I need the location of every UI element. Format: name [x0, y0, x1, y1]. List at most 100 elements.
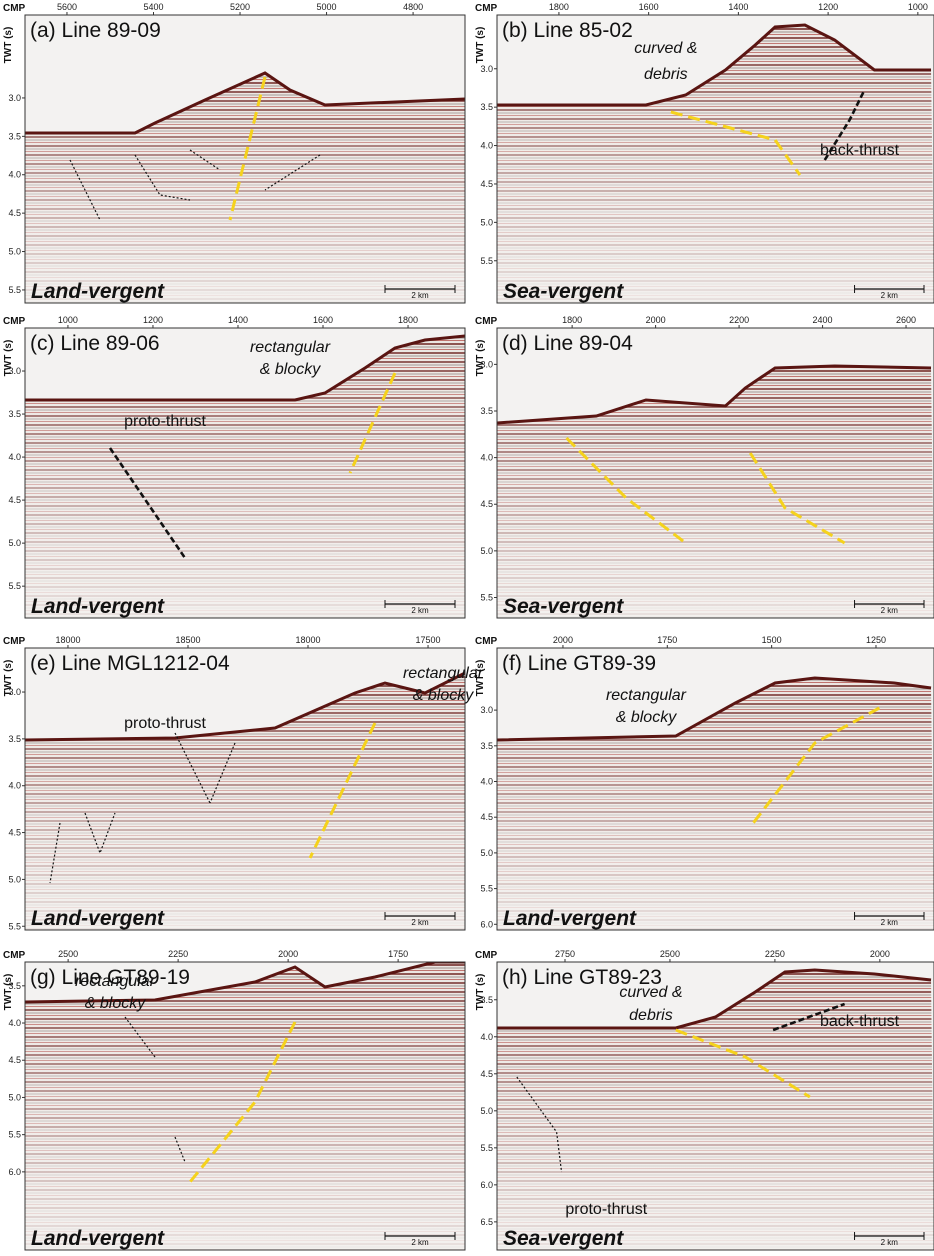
section-image	[497, 328, 934, 618]
x-axis-title: CMP	[3, 636, 26, 647]
y-tick-label: 6.0	[480, 1180, 493, 1190]
y-tick-label: 5.0	[8, 1092, 21, 1102]
y-tick-label: 4.0	[8, 452, 21, 462]
x-tick-label: 4800	[403, 2, 423, 12]
y-tick-label: 3.5	[480, 741, 493, 751]
x-tick-label: 1800	[562, 315, 582, 325]
y-tick-label: 4.5	[480, 499, 493, 509]
y-tick-label: 5.0	[480, 217, 493, 227]
x-axis-title: CMP	[475, 636, 498, 647]
panel-letter: (g)	[30, 966, 56, 989]
y-tick-label: 6.5	[480, 1217, 493, 1227]
annotation: proto-thrust	[124, 715, 206, 732]
x-tick-label: 1800	[549, 2, 569, 12]
annotation: curved &	[634, 40, 697, 57]
annotation: back-thrust	[820, 1013, 900, 1030]
x-tick-label: 1400	[728, 2, 748, 12]
panel-letter: (c)	[30, 332, 55, 355]
x-axis-title: CMP	[475, 316, 498, 327]
y-tick-label: 4.5	[8, 208, 21, 218]
annotation: back-thrust	[820, 142, 900, 159]
y-tick-label: 3.5	[8, 734, 21, 744]
y-tick-label: 5.0	[8, 538, 21, 548]
y-tick-label: 5.5	[8, 285, 21, 295]
panel-letter: (a)	[30, 19, 56, 42]
y-tick-label: 5.5	[8, 581, 21, 591]
x-tick-label: 18000	[55, 635, 80, 645]
x-tick-label: 5400	[143, 2, 163, 12]
line-name: Line 85-02	[534, 19, 633, 42]
section-image	[25, 328, 465, 618]
y-axis-title: TWT (s)	[475, 27, 486, 64]
y-tick-label: 5.0	[8, 874, 21, 884]
y-tick-label: 5.5	[8, 921, 21, 931]
panel-letter: (b)	[502, 19, 528, 42]
y-tick-label: 4.5	[480, 179, 493, 189]
scale-label: 2 km	[411, 918, 429, 927]
scale-label: 2 km	[881, 291, 899, 300]
vergence-label: Sea-vergent	[503, 280, 624, 303]
y-tick-label: 4.0	[480, 777, 493, 787]
x-tick-label: 2000	[553, 635, 573, 645]
y-tick-label: 3.0	[8, 93, 21, 103]
y-tick-label: 4.0	[480, 1032, 493, 1042]
x-tick-label: 1400	[228, 315, 248, 325]
x-tick-label: 5600	[57, 2, 77, 12]
y-tick-label: 4.0	[8, 170, 21, 180]
y-tick-label: 4.5	[480, 1069, 493, 1079]
y-axis-title: TWT (s)	[3, 27, 14, 64]
x-tick-label: 1200	[143, 315, 163, 325]
y-tick-label: 5.5	[480, 592, 493, 602]
y-tick-label: 6.0	[480, 919, 493, 929]
section-image	[497, 15, 934, 303]
vergence-label: Land-vergent	[31, 907, 165, 930]
y-tick-label: 5.5	[480, 1143, 493, 1153]
scale-label: 2 km	[881, 1238, 899, 1247]
line-name: Line GT89-39	[528, 652, 656, 675]
y-tick-label: 3.0	[8, 687, 21, 697]
annotation: proto-thrust	[124, 413, 206, 430]
annotation: & blocky	[85, 995, 146, 1012]
annotation: debris	[629, 1007, 673, 1024]
x-tick-label: 1500	[762, 635, 782, 645]
section-image	[497, 962, 934, 1250]
panel-title: (c) Line 89-06	[30, 332, 160, 355]
scale-label: 2 km	[411, 291, 429, 300]
vergence-label: Sea-vergent	[503, 595, 624, 618]
y-tick-label: 4.0	[480, 453, 493, 463]
annotation: rectangular	[75, 973, 156, 990]
y-tick-label: 3.0	[480, 705, 493, 715]
seismic-panel: CMP2750250022502000TWT (s)3.54.04.55.05.…	[475, 949, 934, 1250]
x-tick-label: 1200	[818, 2, 838, 12]
annotation: rectangular	[250, 339, 331, 356]
x-tick-label: 18000	[295, 635, 320, 645]
annotation: debris	[644, 66, 688, 83]
seismic-panel: CMP10001200140016001800TWT (s)3.03.54.04…	[3, 315, 465, 618]
x-tick-label: 2600	[896, 315, 916, 325]
y-tick-label: 3.5	[480, 102, 493, 112]
x-tick-label: 2500	[660, 949, 680, 959]
y-axis-title: TWT (s)	[475, 974, 486, 1011]
y-tick-label: 5.0	[480, 546, 493, 556]
vergence-label: Land-vergent	[31, 595, 165, 618]
y-axis-title: TWT (s)	[475, 660, 486, 697]
line-name: Line 89-04	[534, 332, 634, 355]
x-axis-title: CMP	[3, 950, 26, 961]
y-tick-label: 4.0	[8, 781, 21, 791]
x-tick-label: 2750	[555, 949, 575, 959]
y-tick-label: 5.5	[8, 1130, 21, 1140]
y-tick-label: 6.0	[8, 1167, 21, 1177]
y-tick-label: 5.0	[480, 1106, 493, 1116]
y-tick-label: 5.5	[480, 256, 493, 266]
section-image	[25, 648, 465, 930]
x-tick-label: 1800	[398, 315, 418, 325]
panel-title: (a) Line 89-09	[30, 19, 161, 42]
y-tick-label: 4.5	[8, 828, 21, 838]
y-tick-label: 3.5	[480, 995, 493, 1005]
x-tick-label: 2250	[765, 949, 785, 959]
y-tick-label: 5.5	[480, 884, 493, 894]
vergence-label: Sea-vergent	[503, 1227, 624, 1250]
